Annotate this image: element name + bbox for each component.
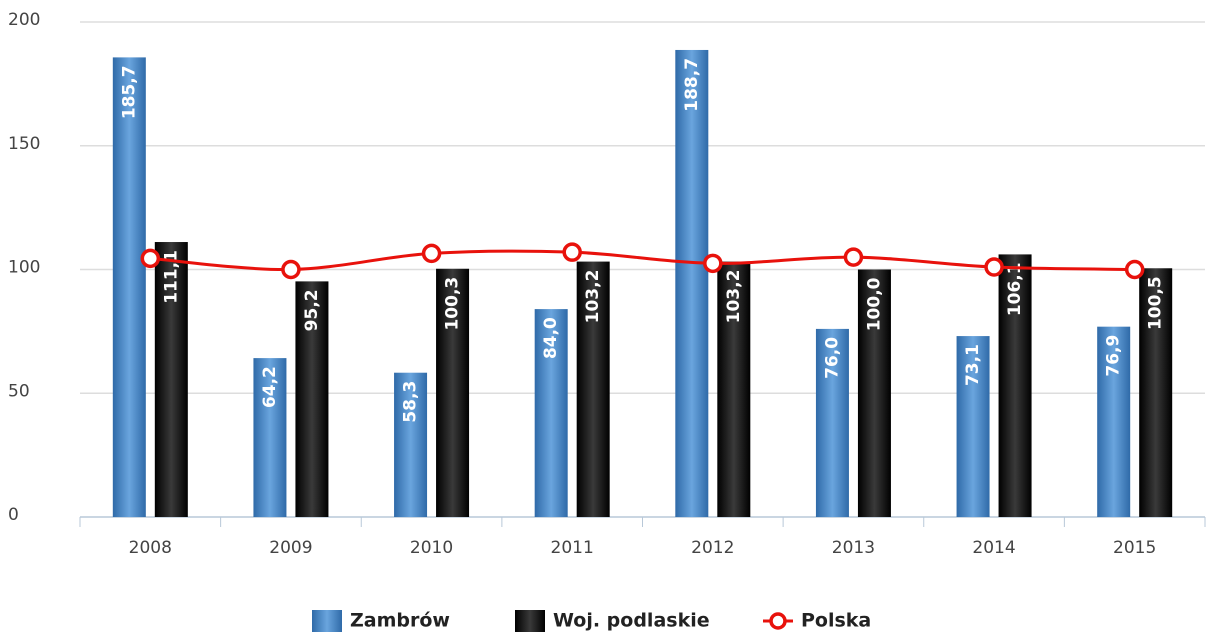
bar [857,269,891,517]
data-label: 100,3 [443,277,463,331]
bar [717,261,751,517]
legend-label: Polska [801,610,871,632]
x-tick-label: 2008 [129,538,172,558]
data-label: 111,1 [161,250,181,304]
legend-swatch [515,610,545,632]
data-label: 106,1 [1005,262,1025,316]
bar [998,254,1032,517]
data-label: 76,0 [822,337,842,379]
data-label: 103,2 [724,270,744,324]
bar [295,281,329,517]
bar [1139,268,1173,517]
y-tick-label: 100 [8,258,40,278]
line [150,249,1135,272]
line-point [140,248,161,269]
bar [675,49,709,517]
data-label: 84,0 [541,317,561,359]
bar [956,336,990,517]
data-label: 103,2 [583,270,603,324]
data-label: 95,2 [302,289,322,331]
bar [112,57,146,518]
y-tick-label: 50 [8,381,30,401]
data-label: 73,1 [963,344,983,386]
bar [253,358,287,517]
line-point [843,247,864,267]
line-point [421,243,442,264]
y-tick-label: 0 [8,505,19,525]
bar [534,309,568,517]
legend-swatch [312,610,342,632]
line-point [703,253,723,274]
data-label: 185,7 [119,65,139,119]
data-label: 64,2 [260,366,280,408]
x-tick-label: 2014 [972,538,1015,558]
legend-swatch [769,612,787,630]
data-label: 100,5 [1146,276,1166,330]
legend-label: Zambrów [350,610,450,632]
bar [436,268,470,517]
line-point [1124,259,1145,280]
line-point [281,259,301,280]
x-tick-label: 2012 [691,538,734,558]
y-tick-label: 150 [8,134,40,154]
bar [154,242,188,517]
line-point [562,242,582,262]
x-tick-label: 2015 [1113,538,1156,558]
data-label: 100,0 [864,277,884,331]
data-label: 58,3 [401,381,421,423]
x-tick-label: 2009 [269,538,312,558]
bar [394,372,428,517]
bar [1097,326,1131,517]
x-tick-label: 2013 [832,538,875,558]
data-label: 76,9 [1104,335,1124,377]
line-point [984,257,1004,277]
bar [576,261,610,517]
y-tick-label: 200 [8,10,40,30]
bar [815,328,849,517]
legend-label: Woj. podlaskie [553,610,710,632]
x-tick-label: 2011 [551,538,594,558]
x-tick-label: 2010 [410,538,453,558]
data-label: 188,7 [682,58,702,112]
